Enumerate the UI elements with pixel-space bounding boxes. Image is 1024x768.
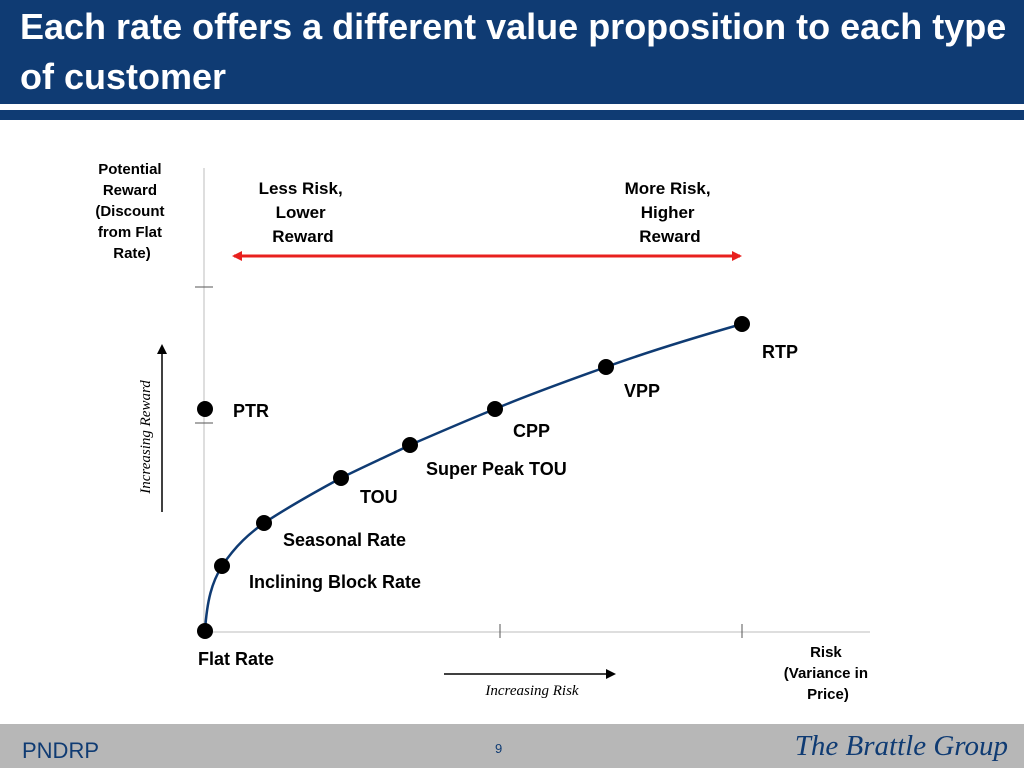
title-bar: Each rate offers a different value propo… xyxy=(0,0,1024,104)
footer-project-name: PNDRP xyxy=(22,738,100,763)
ptr-dot xyxy=(197,401,213,417)
seasonal-dot xyxy=(256,515,272,531)
tou-label: TOU xyxy=(360,487,398,507)
x-axis-title: Risk (Variance in Price) xyxy=(784,644,872,703)
risk-reward-diagram: Potential Reward (Discount from Flat Rat… xyxy=(95,161,872,703)
rtp-label: RTP xyxy=(762,342,798,362)
super-peak-tou-label: Super Peak TOU xyxy=(426,459,567,479)
tou-dot xyxy=(333,470,349,486)
less-risk-label: Less Risk, Lower Reward xyxy=(259,179,348,246)
super-peak-tou-dot xyxy=(402,437,418,453)
flat-rate-label: Flat Rate xyxy=(198,649,274,669)
rtp-dot xyxy=(734,316,750,332)
footer-bar: PNDRP 9 The Brattle Group xyxy=(0,724,1024,768)
cpp-dot xyxy=(487,401,503,417)
inclining-block-label: Inclining Block Rate xyxy=(249,572,421,592)
slide-title: Each rate offers a different value propo… xyxy=(20,6,1007,97)
title-rule xyxy=(0,110,1024,120)
vpp-label: VPP xyxy=(624,381,660,401)
cpp-label: CPP xyxy=(513,421,550,441)
flat-rate-dot xyxy=(197,623,213,639)
increasing-risk-label: Increasing Risk xyxy=(484,683,579,699)
inclining-block-dot xyxy=(214,558,230,574)
more-risk-label: More Risk, Higher Reward xyxy=(625,179,716,246)
ptr-label: PTR xyxy=(233,401,269,421)
increasing-reward-label: Increasing Reward xyxy=(138,380,154,495)
vpp-dot xyxy=(598,359,614,375)
page-number: 9 xyxy=(495,741,503,756)
brattle-logo: The Brattle Group xyxy=(794,730,1008,762)
seasonal-label: Seasonal Rate xyxy=(283,530,406,550)
y-axis-title: Potential Reward (Discount from Flat Rat… xyxy=(95,161,168,262)
